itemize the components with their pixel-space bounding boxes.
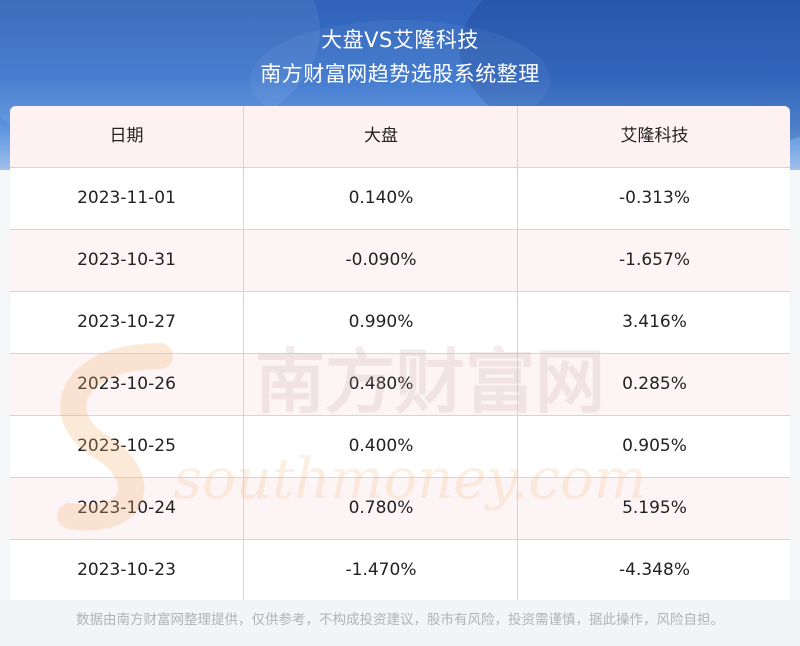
comparison-table: 日期 大盘 艾隆科技 2023-11-01 0.140% -0.313% 202… [10, 106, 790, 600]
stock-change-cell: -0.313% [517, 168, 790, 229]
table-row: 2023-10-23 -1.470% -4.348% [10, 540, 790, 600]
date-cell: 2023-10-23 [77, 560, 176, 580]
disclaimer-text: 数据由南方财富网整理提供，仅供参考，不构成投资建议，股市有风险，投资需谨慎，据此… [76, 612, 724, 628]
market-change-cell: 0.990% [243, 292, 518, 353]
page-title: 大盘VS艾隆科技 [321, 28, 479, 52]
table-header-row: 日期 大盘 艾隆科技 [10, 106, 790, 168]
market-change-cell: 0.140% [243, 168, 518, 229]
stock-change-cell: -4.348% [517, 540, 790, 600]
stock-change-cell: 5.195% [517, 478, 790, 539]
table-row: 2023-10-26 0.480% 0.285% [10, 354, 790, 416]
footer: 数据由南方财富网整理提供，仅供参考，不构成投资建议，股市有风险，投资需谨慎，据此… [0, 600, 800, 646]
page-subtitle: 南方财富网趋势选股系统整理 [260, 62, 540, 86]
market-change-cell: 0.780% [243, 478, 518, 539]
column-header-stock: 艾隆科技 [517, 106, 790, 167]
stock-change-cell: 3.416% [517, 292, 790, 353]
date-cell: 2023-10-24 [77, 498, 176, 518]
stock-change-cell: 0.905% [517, 416, 790, 477]
column-header-market: 大盘 [243, 106, 518, 167]
table-row: 2023-11-01 0.140% -0.313% [10, 168, 790, 230]
column-header-date: 日期 [109, 126, 144, 146]
stock-change-cell: 0.285% [517, 354, 790, 415]
date-cell: 2023-11-01 [77, 188, 176, 208]
table-row: 2023-10-24 0.780% 5.195% [10, 478, 790, 540]
header-banner: 大盘VS艾隆科技 南方财富网趋势选股系统整理 [0, 0, 800, 170]
date-cell: 2023-10-31 [77, 250, 176, 270]
table-row: 2023-10-27 0.990% 3.416% [10, 292, 790, 354]
date-cell: 2023-10-26 [77, 374, 176, 394]
stock-change-cell: -1.657% [517, 230, 790, 291]
market-change-cell: -1.470% [243, 540, 518, 600]
table-row: 2023-10-31 -0.090% -1.657% [10, 230, 790, 292]
table-row: 2023-10-25 0.400% 0.905% [10, 416, 790, 478]
market-change-cell: 0.480% [243, 354, 518, 415]
market-change-cell: -0.090% [243, 230, 518, 291]
date-cell: 2023-10-27 [77, 312, 176, 332]
date-cell: 2023-10-25 [77, 436, 176, 456]
market-change-cell: 0.400% [243, 416, 518, 477]
